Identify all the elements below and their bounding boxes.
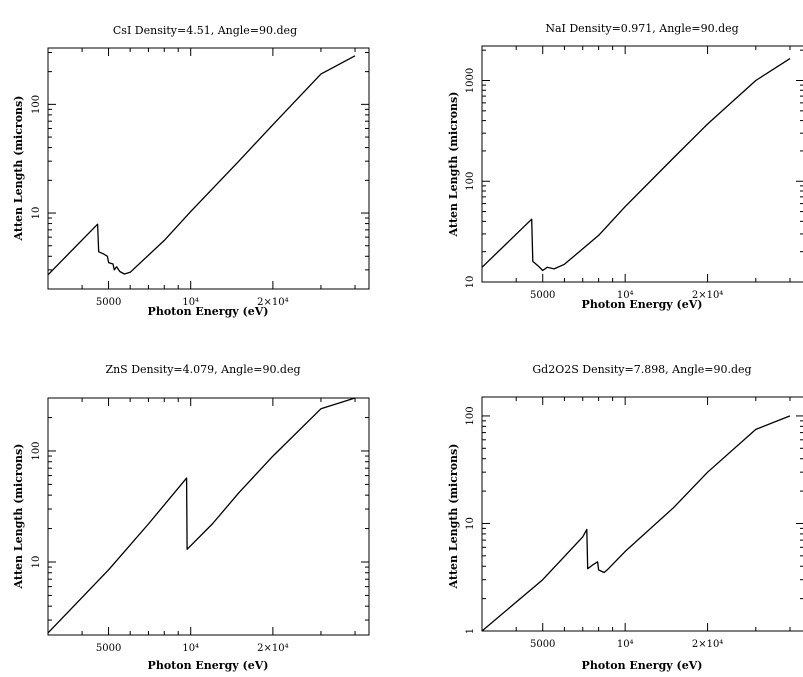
y-tick-label: 10 (465, 517, 476, 530)
series-line (47, 55, 356, 276)
x-tick-label: 10⁴ (617, 290, 634, 301)
chart-title: Gd2O2S Density=7.898, Angle=90.deg (532, 363, 751, 376)
series-line (47, 397, 356, 634)
y-axis-label: Atten Length (microns) (447, 444, 460, 590)
x-tick-label: 5000 (530, 290, 555, 301)
x-tick-label: 10⁴ (182, 643, 199, 654)
x-axis-label: Photon Energy (eV) (582, 659, 703, 672)
plot-frame (481, 396, 803, 632)
y-tick-label: 100 (31, 95, 42, 114)
chart-title: ZnS Density=4.079, Angle=90.deg (105, 363, 300, 376)
x-tick-label: 10⁴ (617, 639, 634, 650)
x-tick-label: 2×10⁴ (257, 297, 288, 308)
chart-title: CsI Density=4.51, Angle=90.deg (113, 24, 297, 37)
x-axis-label: Photon Energy (eV) (582, 298, 703, 311)
plot-frame (481, 45, 803, 283)
y-tick-label: 100 (465, 172, 476, 191)
chart-title: NaI Density=0.971, Angle=90.deg (545, 22, 738, 35)
series-line (481, 58, 791, 272)
y-tick-label: 100 (465, 406, 476, 425)
y-tick-label: 1 (465, 628, 476, 634)
chart-gd2o2s: Gd2O2S Density=7.898, Angle=90.deg 5000 … (447, 363, 803, 672)
chart-zns: ZnS Density=4.079, Angle=90.deg 5000 10⁴… (12, 363, 370, 672)
y-tick-label: 10 (465, 276, 476, 289)
x-tick-label: 10⁴ (182, 297, 199, 308)
chart-csi: CsI Density=4.51, Angle=90.deg 5000 10⁴ … (12, 24, 370, 318)
y-tick-label: 100 (31, 441, 42, 460)
x-tick-label: 5000 (530, 639, 555, 650)
x-tick-label: 5000 (96, 297, 121, 308)
y-tick-label: 10 (31, 556, 42, 569)
plot-frame (47, 47, 370, 290)
chart-nai: NaI Density=0.971, Angle=90.deg 5000 10⁴… (447, 22, 803, 311)
y-tick-label: 1000 (465, 68, 476, 93)
x-axis-label: Photon Energy (eV) (148, 659, 269, 672)
x-tick-label: 2×10⁴ (257, 643, 288, 654)
series-line (481, 415, 791, 632)
y-axis-label: Atten Length (microns) (12, 444, 25, 590)
plot-frame (47, 397, 370, 636)
x-tick-label: 2×10⁴ (692, 290, 723, 301)
y-tick-label: 10 (31, 207, 42, 220)
y-axis-label: Atten Length (microns) (12, 96, 25, 242)
x-axis-label: Photon Energy (eV) (148, 305, 269, 318)
x-tick-label: 2×10⁴ (692, 639, 723, 650)
x-tick-label: 5000 (96, 643, 121, 654)
y-axis-label: Atten Length (microns) (447, 92, 460, 238)
